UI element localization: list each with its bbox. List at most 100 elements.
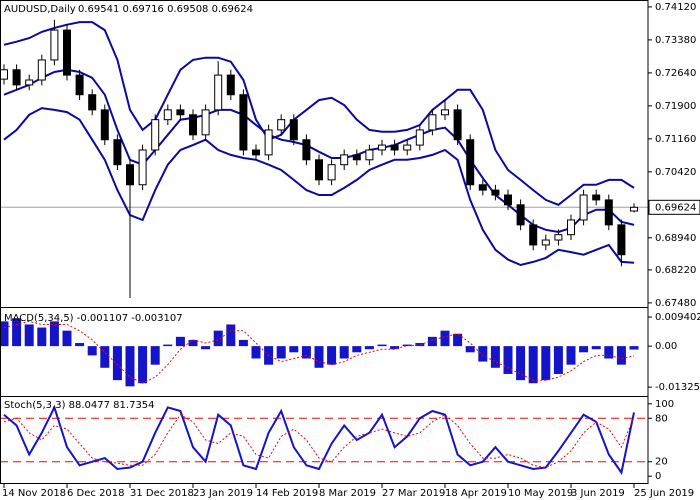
macd-title: MACD(5,34,5) -0.001107 -0.003107 [4,313,183,324]
macd-bar [314,346,324,368]
macd-bar [213,330,223,347]
stoch-title: Stoch(5,3,3) 88.0477 81.7354 [4,400,155,411]
candle-body [478,184,487,191]
candle-body [50,29,59,61]
stoch-line [3,404,635,476]
chart-subtitle: 0.69541 0.69716 0.69508 0.69624 [78,4,253,15]
candle-body [226,74,235,96]
candle-body [113,139,122,166]
last-price-label: 0.69624 [655,202,696,213]
candle-body [428,114,437,131]
candle-body [37,59,46,81]
macd-bar [579,346,589,353]
candle-body [264,129,273,156]
x-tick-label: 25 Jun 2019 [634,488,694,499]
macd-bar [100,346,110,368]
macd-bar [62,330,72,347]
candle-body [541,239,550,246]
candle-body [554,234,563,241]
candle-body [403,144,412,151]
candle-body [315,159,323,181]
candle-body [239,94,248,151]
candle-body [138,149,147,186]
bollinger-band [3,107,635,267]
macd-bar [402,344,412,347]
candle-body [491,189,500,196]
y-tick-label: 0.72640 [655,68,696,79]
bollinger-band [3,21,635,206]
y-tick-label: 20 [655,457,668,468]
candle-body [529,224,538,246]
macd-bar [516,346,526,381]
y-tick-label: 0.67480 [655,298,696,309]
macd-bar [201,346,211,350]
macd-bar [528,346,538,384]
macd-bar [616,346,626,365]
candle-body [579,194,588,221]
macd-bar [226,324,236,347]
candle-body [340,154,349,166]
candle-body [151,119,160,151]
candle-body [252,149,260,156]
candle-body [617,224,626,256]
macd-bar [175,336,185,347]
macd-bar [377,344,387,347]
candle-body [189,114,197,136]
macd-bar [390,346,400,350]
macd-bar [591,346,601,350]
macd-bar [150,346,160,365]
macd-bar [427,336,437,347]
macd-bar [301,346,311,359]
plot-area [0,19,648,476]
candle-body [352,154,361,161]
candle-body [63,29,71,76]
x-tick-label: 3 Jun 2019 [571,488,625,499]
frame [0,0,649,484]
candle-body [277,119,286,131]
candle-body [516,204,525,226]
x-tick-label: 18 Apr 2019 [445,488,507,499]
y-tick-label: 100 [655,399,674,410]
macd-bar [188,339,198,347]
candle-body [365,149,374,161]
macd-bar [138,346,148,384]
y-tick-label: 0.00 [655,341,677,352]
candle-body [390,144,399,151]
macd-bar [364,346,374,350]
macd-bar [440,330,450,347]
candle-body [12,69,21,86]
y-tick-label: 0.68220 [655,265,696,276]
macd-bar [12,318,22,347]
x-tick-label: 8 Mar 2019 [319,488,376,499]
candle-body [504,194,512,206]
candle-body [604,199,613,226]
macd-bar [24,324,34,347]
candle-body [378,144,386,151]
candle-body [100,109,109,141]
y-tick-label: -0.013254 [655,382,700,393]
candle-body [0,69,8,80]
candle-body [466,139,475,186]
macd-bar [75,343,85,347]
candle-body [327,164,336,181]
x-tick-label: 14 Nov 2018 [2,488,66,499]
x-tick-label: 27 Mar 2019 [382,488,445,499]
candle-body [126,164,134,186]
candle-body [214,74,223,111]
x-tick-label: 23 Jan 2019 [193,488,253,499]
macd-bar [415,343,425,347]
y-tick-label: 0.009402 [655,312,700,323]
candle-body [176,109,185,116]
macd-bar [0,321,9,347]
y-tick-label: 0.68940 [655,233,696,244]
candle-body [163,109,172,121]
candle-body [75,74,84,96]
y-tick-label: 0 [655,471,661,482]
macd-bar [629,346,639,350]
macd-bar [339,346,349,359]
macd-bar [553,346,563,374]
candle-body [289,119,298,141]
macd-bar [251,346,261,359]
candle-body [567,219,575,236]
